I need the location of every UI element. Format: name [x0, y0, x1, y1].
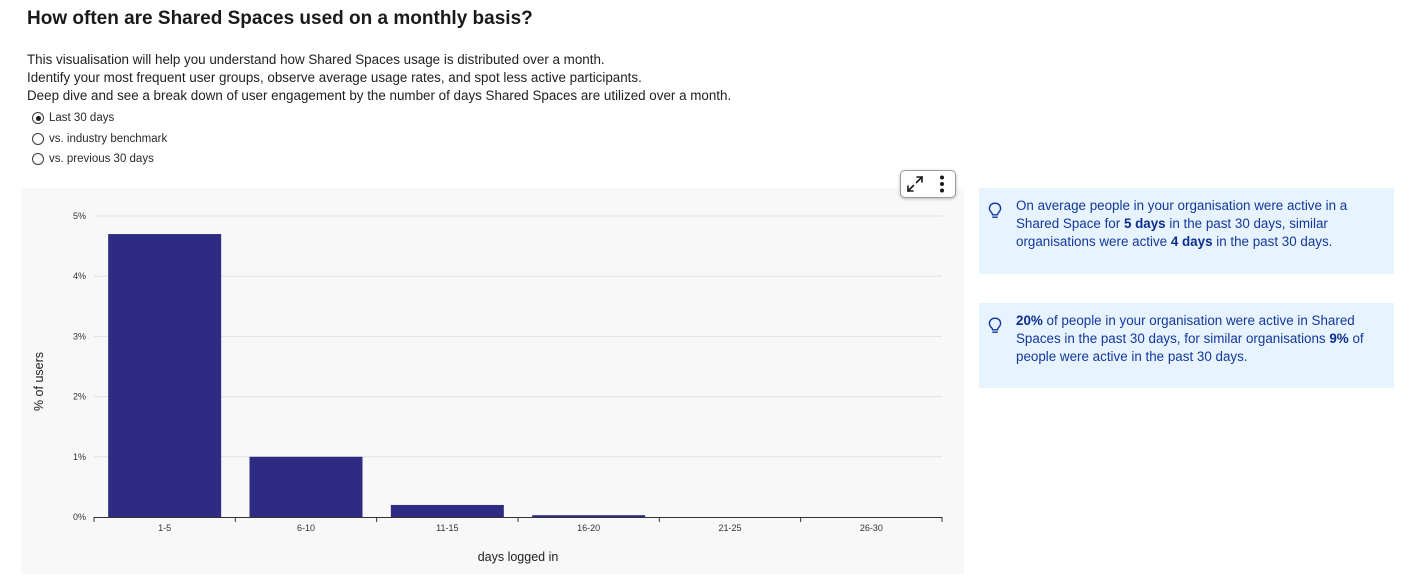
x-tick-label: 11-15	[436, 523, 458, 533]
insight-text: 20% of people in your organisation were …	[1016, 312, 1382, 366]
insight-highlight: 5 days	[1123, 216, 1166, 231]
insight-fragment: of people were active in the past 30 day…	[1016, 331, 1364, 364]
insight-fragment: in the past 30 days, similar organisatio…	[1016, 216, 1328, 249]
description-line: This visualisation will help you underst…	[27, 52, 605, 67]
insight-highlight: 9%	[1329, 331, 1349, 346]
insight-card-active-percentage: 20% of people in your organisation were …	[979, 303, 1394, 388]
y-axis-title: % of users	[32, 352, 46, 411]
bar	[249, 456, 363, 517]
y-tick-label: 4%	[73, 271, 86, 281]
insight-text: On average people in your organisation w…	[1016, 197, 1382, 251]
x-tick-label: 6-10	[297, 523, 315, 533]
period-radio-group: Last 30 days vs. industry benchmark vs. …	[32, 111, 167, 173]
x-axis-title: days logged in	[478, 550, 559, 564]
more-vertical-icon	[939, 175, 944, 193]
radio-industry-benchmark[interactable]: vs. industry benchmark	[32, 132, 167, 146]
radio-previous-30-days[interactable]: vs. previous 30 days	[32, 152, 167, 166]
insight-highlight: 4 days	[1170, 234, 1213, 249]
bar	[390, 504, 504, 517]
bar	[532, 515, 646, 517]
description-line: Deep dive and see a break down of user e…	[27, 88, 732, 103]
radio-last-30-days[interactable]: Last 30 days	[32, 111, 167, 125]
radio-label: vs. previous 30 days	[49, 153, 154, 165]
radio-button[interactable]	[32, 132, 44, 145]
y-tick-label: 3%	[73, 331, 86, 341]
lightbulb-icon	[988, 317, 1002, 333]
y-tick-label: 0%	[73, 512, 86, 522]
x-tick-label: 21-25	[718, 523, 741, 533]
insight-fragment: On average people in your organisation w…	[1016, 198, 1348, 231]
description-line: Identify your most frequent user groups,…	[27, 70, 642, 85]
chart-toolbar	[900, 170, 956, 198]
description: This visualisation will help you underst…	[27, 51, 731, 105]
radio-label: vs. industry benchmark	[49, 132, 168, 145]
radio-button[interactable]	[32, 112, 44, 124]
expand-icon	[906, 176, 923, 192]
chart-panel: 0% 1% 2% 3% 4% 5% 1-5 6-10 11-15 16-20 21-25 26-30 d…	[21, 188, 964, 574]
y-tick-label: 2%	[73, 392, 86, 402]
radio-button[interactable]	[32, 153, 44, 165]
more-options-button[interactable]	[928, 171, 955, 197]
page-title: How often are Shared Spaces used on a mo…	[27, 8, 533, 29]
x-tick-label: 16-20	[577, 523, 600, 533]
radio-label: Last 30 days	[49, 112, 115, 124]
expand-button[interactable]	[901, 171, 928, 197]
insight-fragment: of people in your organisation were acti…	[1016, 313, 1355, 346]
bar	[108, 234, 222, 517]
insight-fragment: in the past 30 days.	[1212, 234, 1333, 249]
insight-card-average-days: On average people in your organisation w…	[979, 188, 1394, 274]
y-tick-label: 5%	[73, 211, 86, 221]
x-tick-label: 26-30	[860, 523, 883, 533]
x-tick-label: 1-5	[158, 523, 171, 533]
lightbulb-icon	[988, 202, 1002, 218]
y-tick-label: 1%	[73, 452, 86, 462]
bar-chart: 0% 1% 2% 3% 4% 5% 1-5 6-10 11-15 16-20 21-25 26-30 d…	[32, 211, 943, 564]
insight-highlight: 20%	[1016, 313, 1043, 328]
